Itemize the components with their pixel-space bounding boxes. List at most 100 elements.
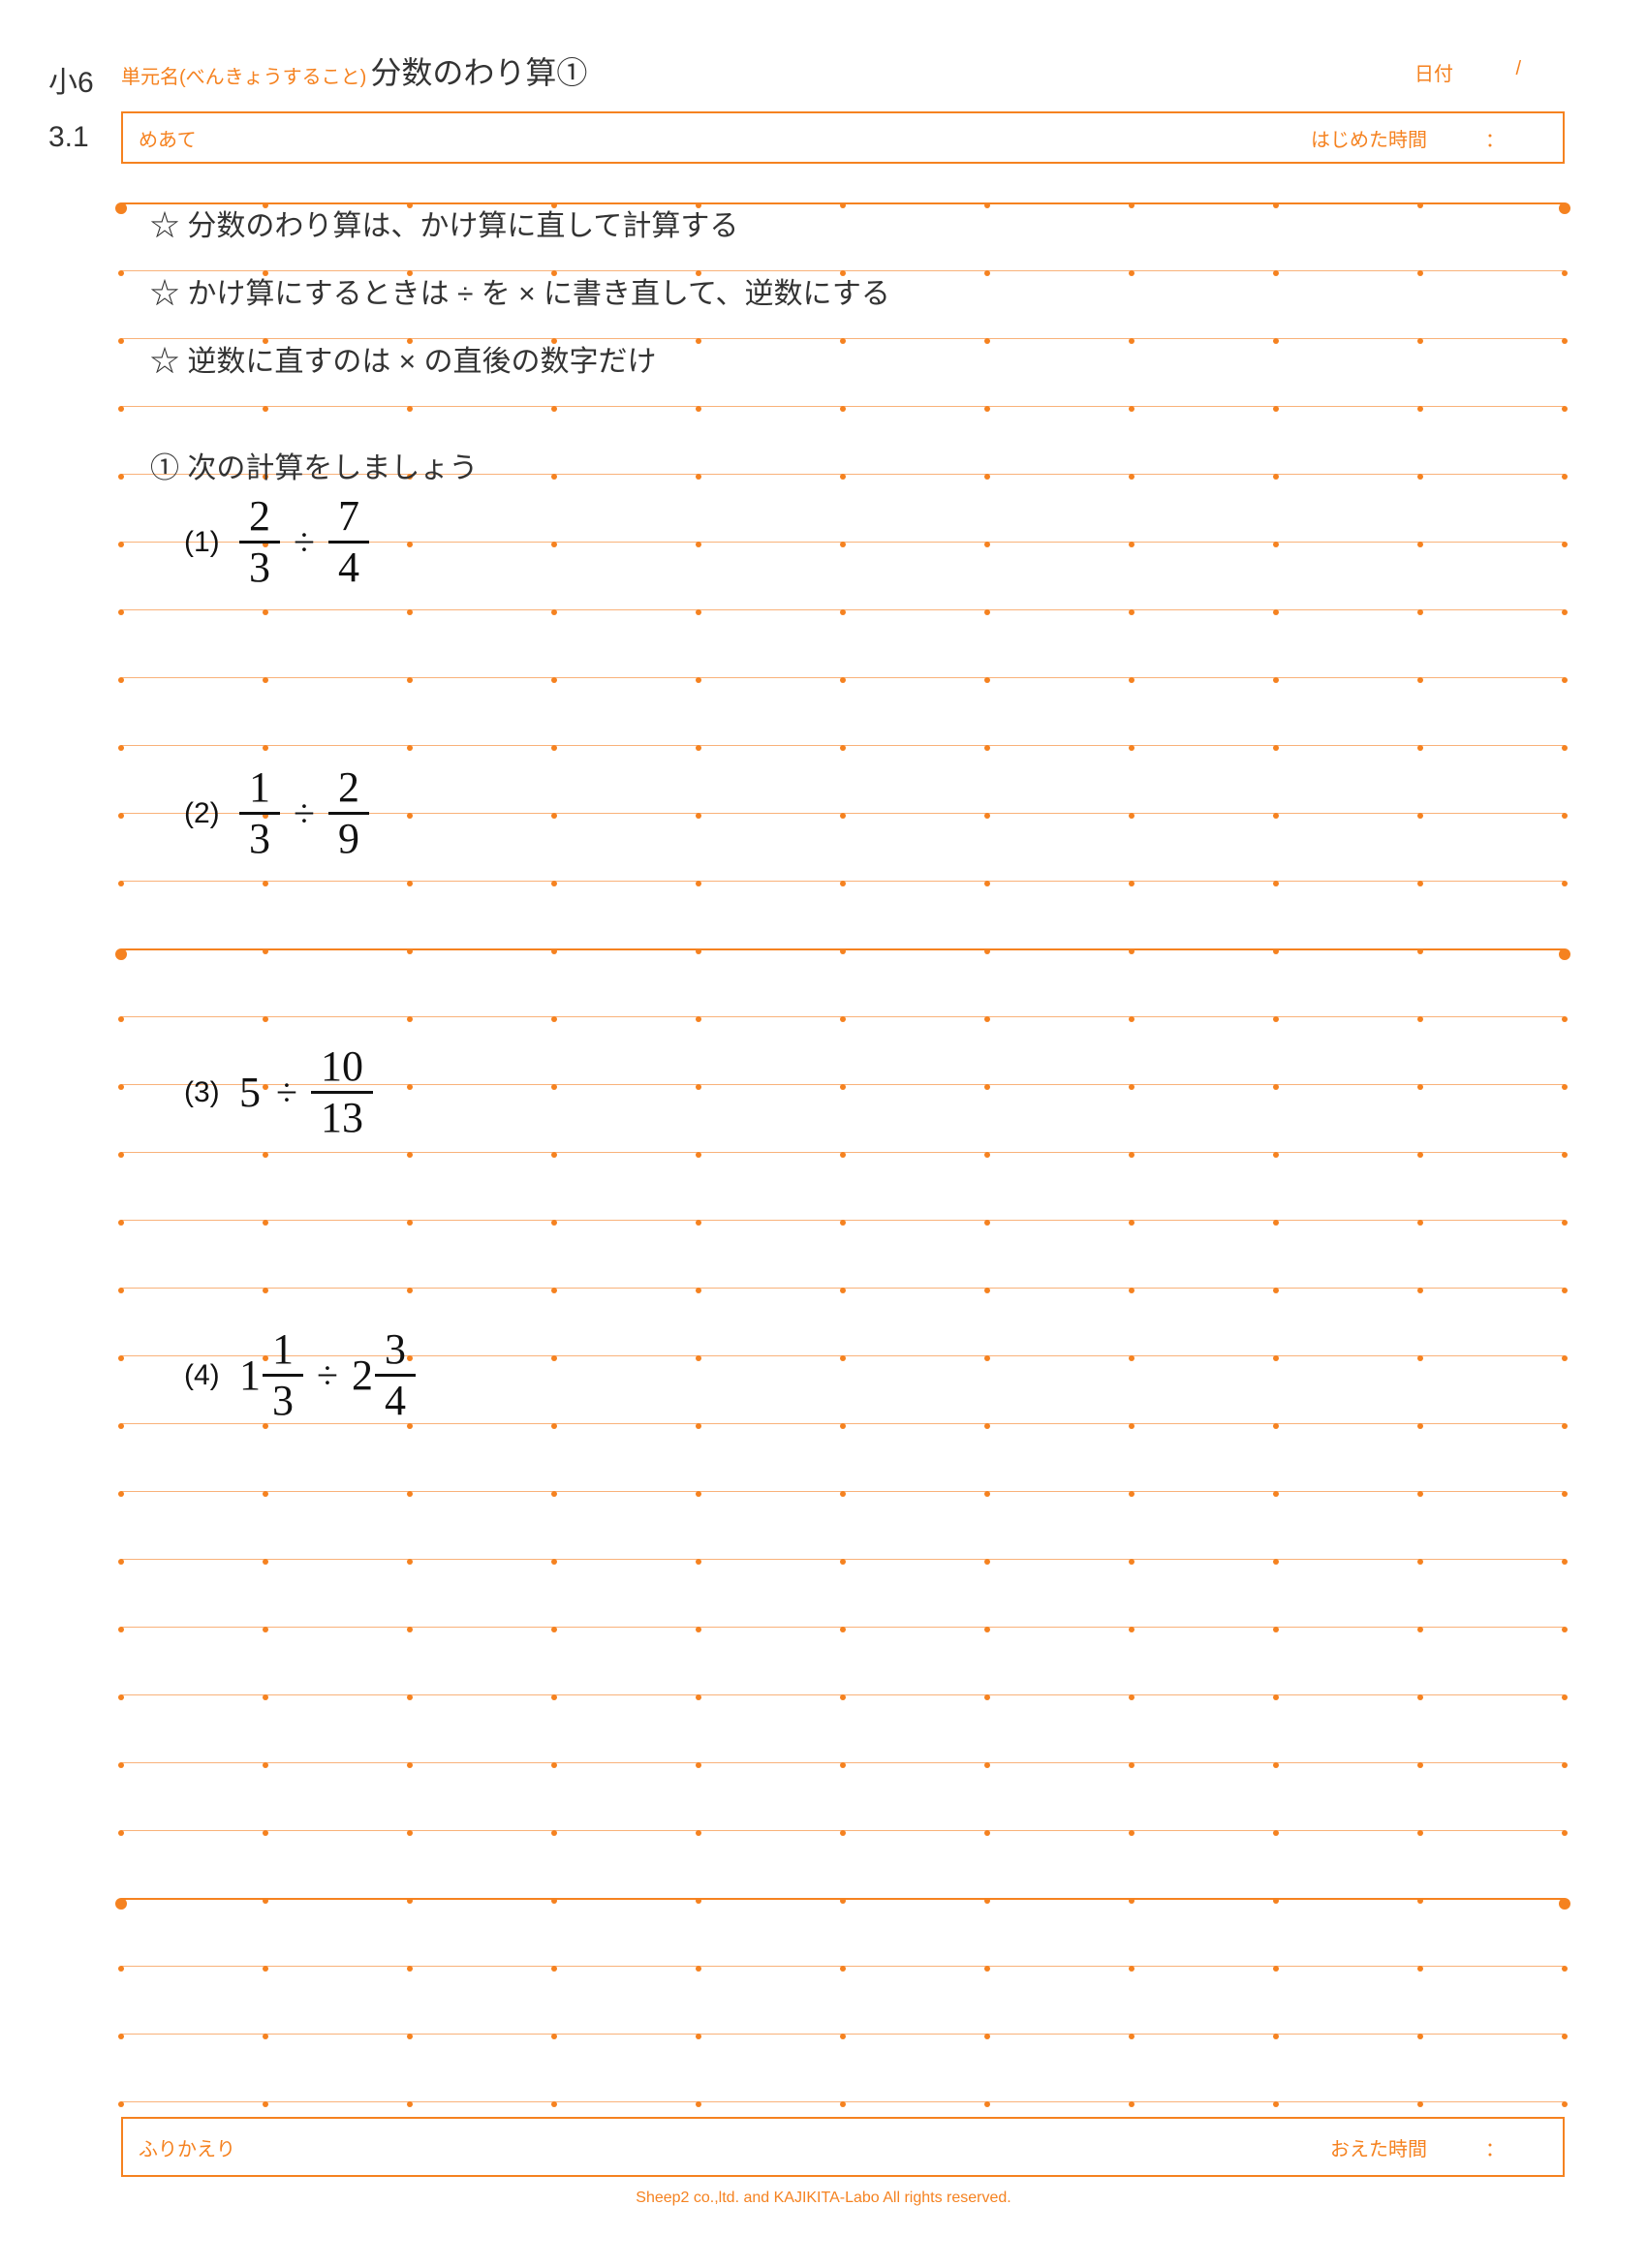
operand: 13 [239,804,280,821]
fraction: 29 [328,765,369,861]
ruled-dot [696,338,701,344]
ruled-dot [118,1762,124,1768]
ruled-dot [118,1966,124,1972]
fraction: 23 [239,494,280,590]
ruled-dot [840,1423,846,1429]
end-time-colon: ： [1485,2133,1505,2161]
ruled-dot [407,1491,413,1497]
ruled-dot [407,1288,413,1293]
ruled-dot [1129,542,1134,547]
operand: 29 [328,804,369,821]
problem-row: (4) 113÷234 [184,1327,416,1423]
ruled-dot [263,745,268,751]
ruled-dot [1562,1491,1568,1497]
ruled-dot [263,1152,268,1158]
ruled-dot [1559,202,1570,214]
ruled-dot [118,474,124,480]
ruled-dot [1273,1898,1279,1904]
ruled-dot [696,1220,701,1226]
ruled-dot [840,1898,846,1904]
ruled-dot [263,1762,268,1768]
ruled-dot [263,1491,268,1497]
ruled-dot [1129,1898,1134,1904]
fraction: 13 [239,765,280,861]
ruled-dot [984,1627,990,1632]
ruled-dot [696,1152,701,1158]
ruled-dot [551,813,557,819]
ruled-dot [840,881,846,886]
ruled-dot [118,1355,124,1361]
ruled-dot [1129,1355,1134,1361]
ruled-dot [551,1016,557,1022]
ruled-dot [1562,1355,1568,1361]
denominator: 9 [328,815,369,861]
ruled-dot [118,1694,124,1700]
ruled-dot [118,1423,124,1429]
ruled-dot [1129,948,1134,954]
ruled-dot [840,1355,846,1361]
meate-box: めあて はじめた時間 ： [121,111,1565,164]
ruled-dot [1562,677,1568,683]
ruled-dot [1417,1830,1423,1836]
ruled-dot [1129,1966,1134,1972]
ruled-dot [551,609,557,615]
numerator: 2 [239,494,280,544]
whole-number: 5 [239,1069,261,1116]
ruled-dot [1273,1694,1279,1700]
ruled-dot [840,1762,846,1768]
ruled-dot [1129,745,1134,751]
ruled-dot [1417,1694,1423,1700]
problem-number: (4) [184,1359,228,1391]
ruled-dot [1273,1559,1279,1565]
ruled-dot [984,677,990,683]
ruled-dot [551,2034,557,2039]
ruled-dot [696,1423,701,1429]
ruled-dot [407,2034,413,2039]
operator: ÷ [294,791,315,836]
ruled-dot [1273,881,1279,886]
whole-number: 2 [352,1351,373,1399]
ruled-dot [118,2101,124,2107]
ruled-dot [1417,2101,1423,2107]
ruled-dot [1129,1694,1134,1700]
ruled-dot [840,406,846,412]
ruled-dot [984,948,990,954]
operator: ÷ [317,1352,338,1398]
ruled-dot [840,1220,846,1226]
ruled-dot [407,813,413,819]
furikaeri-box: ふりかえり おえた時間 ： [121,2117,1565,2177]
ruled-dot [407,1559,413,1565]
ruled-dot [1417,338,1423,344]
ruled-dot [1273,1830,1279,1836]
ruled-dot [407,406,413,412]
ruled-dot [984,338,990,344]
problem-row: (2) 13÷29 [184,765,369,861]
ruled-dot [1417,1355,1423,1361]
ruled-dot [118,1627,124,1632]
ruled-dot [1273,1627,1279,1632]
ruled-dot [696,542,701,547]
ruled-dot [1273,1016,1279,1022]
ruled-dot [263,948,268,954]
ruled-dot [118,1152,124,1158]
ruled-dot [1273,745,1279,751]
ruled-dot [1273,2034,1279,2039]
ruled-dot [984,1084,990,1090]
ruled-dot [1417,881,1423,886]
ruled-dot [551,677,557,683]
ruled-dot [1562,1966,1568,1972]
footer-copyright: Sheep2 co.,ltd. and KAJIKITA-Labo All ri… [48,2190,1599,2207]
ruled-dot [1129,1627,1134,1632]
ruled-dot [551,1559,557,1565]
ruled-dot [118,813,124,819]
ruled-dot [263,1220,268,1226]
ruled-dot [840,1694,846,1700]
ruled-dot [1273,2101,1279,2107]
ruled-dot [1417,1627,1423,1632]
ruled-dot [263,677,268,683]
numerator: 3 [375,1327,416,1377]
ruled-dot [551,1152,557,1158]
ruled-dot [118,609,124,615]
ruled-dot [1129,677,1134,683]
ruled-dot [696,948,701,954]
